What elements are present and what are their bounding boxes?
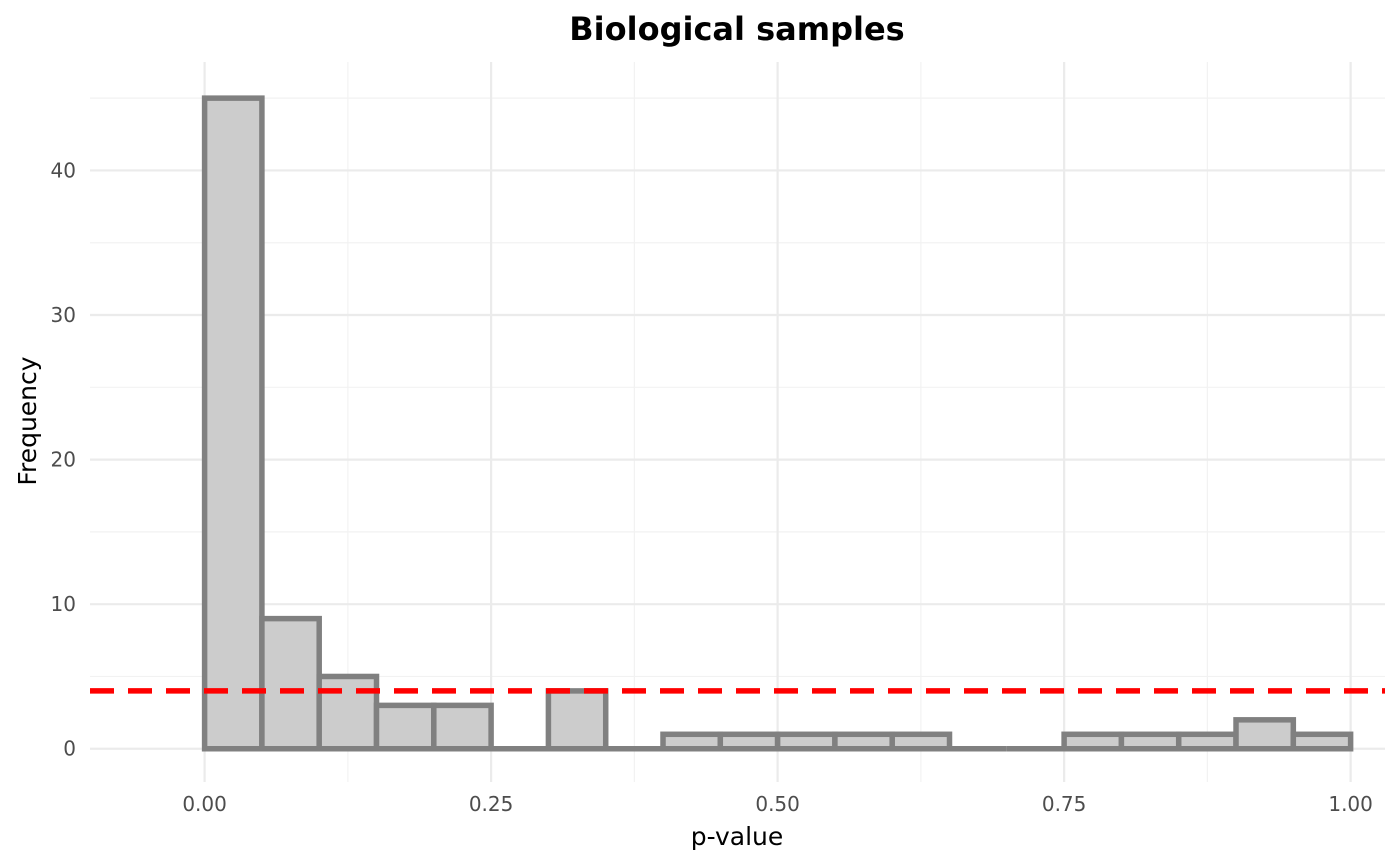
histogram-bar <box>1118 731 1182 752</box>
histogram-bar <box>660 731 724 752</box>
histogram-bar <box>259 615 322 752</box>
histogram-bar <box>201 95 265 752</box>
histogram-bar <box>832 731 895 752</box>
histogram-bar <box>717 731 781 752</box>
histogram-bar <box>431 702 494 752</box>
x-tick-label: 0.25 <box>469 792 514 816</box>
x-tick-label: 1.00 <box>1328 792 1373 816</box>
histogram-bar <box>889 731 953 752</box>
histogram-bar <box>545 688 609 752</box>
y-axis-title: Frequency <box>13 356 42 485</box>
x-tick-label: 0.75 <box>1042 792 1087 816</box>
y-tick-label: 30 <box>51 303 76 327</box>
histogram-bar <box>1290 731 1354 752</box>
histogram-bar <box>316 673 380 752</box>
histogram-bar <box>774 731 838 752</box>
x-tick-label: 0.00 <box>182 792 227 816</box>
histogram-bars <box>201 95 1354 752</box>
y-axis-ticks: 0 10 20 30 40 <box>51 158 76 760</box>
grid-lines <box>90 62 1385 782</box>
y-tick-label: 10 <box>51 592 76 616</box>
y-tick-label: 0 <box>63 737 76 761</box>
x-tick-label: 0.50 <box>755 792 800 816</box>
y-tick-label: 40 <box>51 158 76 182</box>
y-tick-label: 20 <box>51 448 76 472</box>
x-axis-title: p-value <box>691 822 784 851</box>
chart-title: Biological samples <box>569 10 904 48</box>
histogram-bar <box>1233 717 1297 752</box>
histogram-bar <box>373 702 437 752</box>
histogram-bar <box>1175 731 1239 752</box>
x-axis-ticks: 0.00 0.25 0.50 0.75 1.00 <box>182 792 1373 816</box>
histogram-bar <box>1061 731 1125 752</box>
